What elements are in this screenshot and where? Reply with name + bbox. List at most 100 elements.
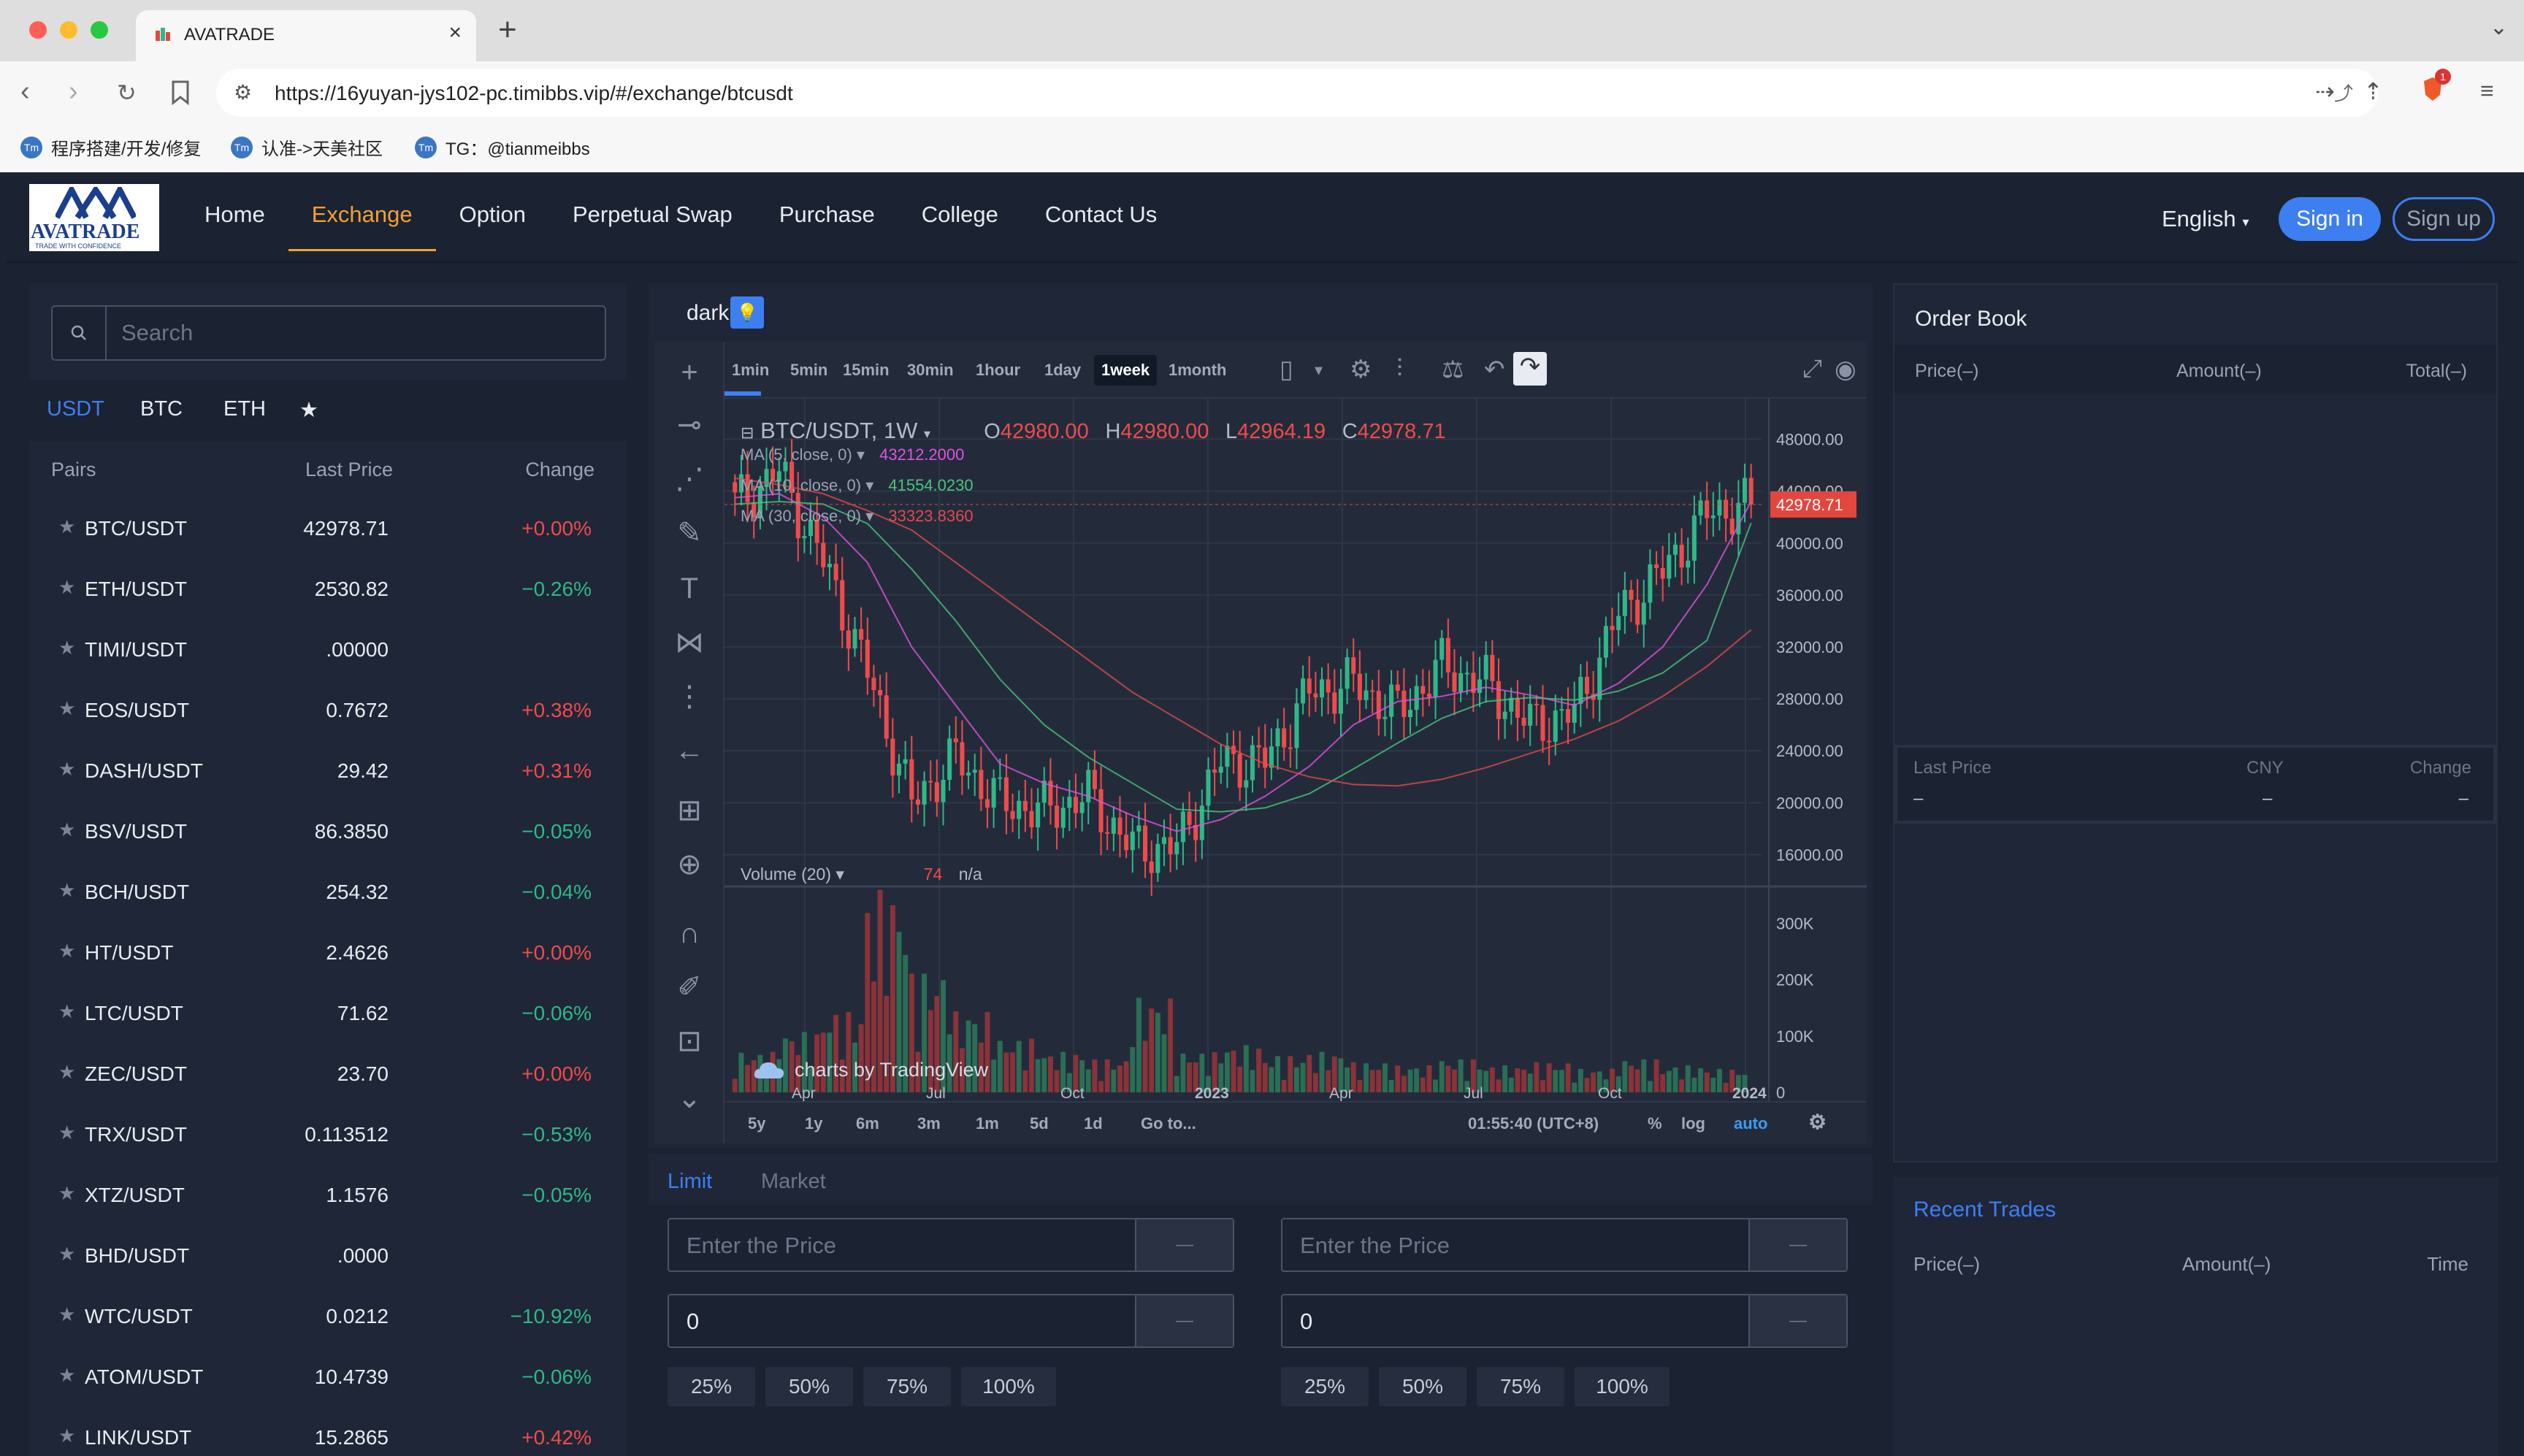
bookmark-item[interactable]: Tm 程序搭建/开发/修复 bbox=[20, 134, 201, 160]
trend-line-icon[interactable]: ⋰ bbox=[675, 463, 704, 495]
favorite-star-icon[interactable]: ★ bbox=[58, 819, 76, 840]
favorite-star-icon[interactable]: ★ bbox=[58, 1182, 76, 1204]
chevron-down-icon[interactable]: ▾ bbox=[923, 426, 931, 441]
pair-row[interactable]: ★ BTC/USDT 42978.71 +0.00% bbox=[29, 498, 627, 559]
tradingview-watermark[interactable]: charts by TradingView bbox=[752, 1059, 988, 1081]
chevron-down-icon[interactable]: ▾ bbox=[1315, 361, 1323, 379]
range-3m[interactable]: 3m bbox=[917, 1114, 941, 1133]
redo-icon[interactable]: ↷ bbox=[1513, 352, 1547, 386]
favorite-star-icon[interactable]: ★ bbox=[58, 1000, 76, 1022]
tab-limit[interactable]: Limit bbox=[668, 1170, 713, 1193]
search-input[interactable] bbox=[121, 318, 589, 348]
bookmark-icon[interactable] bbox=[171, 80, 190, 105]
sell-price-field[interactable]: — bbox=[1281, 1218, 1848, 1272]
maximize-window-button[interactable] bbox=[91, 21, 108, 39]
buy-percent-75-button[interactable]: 75% bbox=[863, 1367, 951, 1406]
ma10-legend[interactable]: MA (10, close, 0) ▾ 41554.0230 bbox=[741, 476, 974, 494]
bookmark-item[interactable]: Tm TG：@tianmeibbs bbox=[415, 134, 590, 160]
price-chart[interactable]: 48000.0044000.0040000.0036000.0032000.00… bbox=[724, 399, 1867, 1101]
site-settings-icon[interactable]: ⚙ bbox=[234, 81, 253, 104]
log-scale-toggle[interactable]: log bbox=[1681, 1114, 1705, 1133]
sell-percent-100-button[interactable]: 100% bbox=[1575, 1367, 1670, 1406]
tab-btc[interactable]: BTC bbox=[140, 397, 183, 421]
pair-row[interactable]: ★ DASH/USDT 29.42 +0.31% bbox=[29, 740, 627, 801]
compare-icon[interactable]: ⚖ bbox=[1442, 356, 1464, 383]
sell-percent-25-button[interactable]: 25% bbox=[1281, 1367, 1369, 1406]
close-tab-icon[interactable]: × bbox=[448, 20, 462, 45]
language-selector[interactable]: English ▾ bbox=[2162, 206, 2249, 232]
share-icon[interactable]: ⤴ bbox=[2333, 83, 2353, 104]
nav-home[interactable]: Home bbox=[204, 202, 265, 227]
tab-favorites-star-icon[interactable]: ★ bbox=[299, 399, 318, 422]
sell-percent-75-button[interactable]: 75% bbox=[1477, 1367, 1564, 1406]
nav-option[interactable]: Option bbox=[459, 202, 526, 227]
symbol-label[interactable]: BTC/USDT, 1W bbox=[760, 418, 918, 443]
pair-row[interactable]: ★ LTC/USDT 71.62 −0.06% bbox=[29, 983, 627, 1043]
pair-row[interactable]: ★ XTZ/USDT 1.1576 −0.05% bbox=[29, 1165, 627, 1225]
timeframe-1day[interactable]: 1day bbox=[1044, 361, 1082, 379]
download-icon[interactable]: ⇢ bbox=[2315, 78, 2335, 104]
nav-purchase[interactable]: Purchase bbox=[779, 202, 875, 227]
range-5y[interactable]: 5y bbox=[748, 1114, 766, 1133]
favorite-star-icon[interactable]: ★ bbox=[58, 1425, 76, 1447]
favorite-star-icon[interactable]: ★ bbox=[58, 1122, 76, 1143]
ma5-legend[interactable]: MA (5, close, 0) ▾ 43212.2000 bbox=[741, 445, 965, 464]
text-tool-icon[interactable]: T bbox=[680, 572, 699, 605]
new-tab-icon[interactable]: + bbox=[498, 12, 517, 47]
range-1d[interactable]: 1d bbox=[1084, 1114, 1103, 1133]
share-link-icon[interactable]: ⇡ bbox=[2363, 78, 2383, 104]
horizontal-line-icon[interactable]: ⊸ bbox=[677, 409, 702, 441]
range-goto[interactable]: Go to... bbox=[1141, 1114, 1196, 1133]
pair-row[interactable]: ★ TIMI/USDT .00000 bbox=[29, 619, 627, 680]
sell-percent-50-button[interactable]: 50% bbox=[1379, 1367, 1466, 1406]
arrow-left-icon[interactable]: ← bbox=[675, 734, 704, 767]
settings-gear-icon[interactable]: ⚙ bbox=[1808, 1111, 1827, 1133]
ruler-icon[interactable]: ⊞ bbox=[677, 794, 702, 827]
undo-icon[interactable]: ↶ bbox=[1484, 356, 1505, 383]
tab-eth[interactable]: ETH bbox=[223, 397, 266, 421]
pair-row[interactable]: ★ WTC/USDT 0.0212 −10.92% bbox=[29, 1286, 627, 1346]
favorite-star-icon[interactable]: ★ bbox=[58, 940, 76, 962]
collapse-icon[interactable]: ⊟ bbox=[741, 424, 754, 442]
forward-icon[interactable]: › bbox=[69, 76, 78, 107]
favorite-star-icon[interactable]: ★ bbox=[58, 576, 76, 598]
sell-price-input[interactable] bbox=[1300, 1231, 1738, 1260]
buy-percent-100-button[interactable]: 100% bbox=[961, 1367, 1056, 1406]
brush-icon[interactable]: ✎ bbox=[677, 517, 702, 549]
pair-row[interactable]: ★ EOS/USDT 0.7672 +0.38% bbox=[29, 680, 627, 740]
percent-scale-toggle[interactable]: % bbox=[1648, 1114, 1662, 1133]
pair-row[interactable]: ★ ETH/USDT 2530.82 −0.26% bbox=[29, 559, 627, 619]
pair-row[interactable]: ★ HT/USDT 2.4626 +0.00% bbox=[29, 922, 627, 983]
zoom-in-icon[interactable]: ⊕ bbox=[677, 848, 702, 881]
nav-exchange[interactable]: Exchange bbox=[288, 202, 436, 251]
range-1y[interactable]: 1y bbox=[805, 1114, 823, 1133]
theme-toggle-bulb-icon[interactable]: 💡 bbox=[730, 296, 764, 329]
auto-scale-toggle[interactable]: auto bbox=[1734, 1114, 1768, 1133]
favorite-star-icon[interactable]: ★ bbox=[58, 697, 76, 719]
buy-amount-field[interactable]: — bbox=[668, 1294, 1234, 1348]
timeframe-1month[interactable]: 1month bbox=[1169, 361, 1227, 379]
avatrade-logo[interactable]: AVATRADE TRADE WITH CONFIDENCE bbox=[29, 184, 159, 251]
favorite-star-icon[interactable]: ★ bbox=[58, 879, 76, 901]
pair-row[interactable]: ★ BSV/USDT 86.3850 −0.05% bbox=[29, 801, 627, 862]
pair-row[interactable]: ★ BCH/USDT 254.32 −0.04% bbox=[29, 862, 627, 922]
sign-in-button[interactable]: Sign in bbox=[2279, 197, 2381, 241]
url-field[interactable]: ⚙ https://16yuyan-jys102-pc.timibbs.vip/… bbox=[216, 69, 2378, 117]
buy-percent-50-button[interactable]: 50% bbox=[765, 1367, 853, 1406]
pair-row[interactable]: ★ LINK/USDT 15.2865 +0.42% bbox=[29, 1407, 627, 1456]
close-window-button[interactable] bbox=[29, 21, 47, 39]
settings-gear-icon[interactable]: ⚙ bbox=[1350, 356, 1372, 383]
magnet-icon[interactable]: ∩ bbox=[678, 916, 700, 949]
timeframe-1week[interactable]: 1week bbox=[1094, 355, 1158, 386]
browser-tab[interactable]: AVATRADE × bbox=[136, 10, 476, 61]
favorite-star-icon[interactable]: ★ bbox=[58, 1061, 76, 1083]
brave-shield-icon[interactable]: 1 bbox=[2422, 69, 2451, 102]
chevron-down-icon[interactable]: ⌄ bbox=[677, 1082, 702, 1114]
timeframe-30min[interactable]: 30min bbox=[907, 361, 954, 379]
favorite-star-icon[interactable]: ★ bbox=[58, 1303, 76, 1325]
tab-market[interactable]: Market bbox=[761, 1170, 826, 1193]
pair-row[interactable]: ★ ZEC/USDT 23.70 +0.00% bbox=[29, 1043, 627, 1104]
favorite-star-icon[interactable]: ★ bbox=[58, 637, 76, 659]
favorite-star-icon[interactable]: ★ bbox=[58, 1364, 76, 1386]
range-1m[interactable]: 1m bbox=[976, 1114, 999, 1133]
